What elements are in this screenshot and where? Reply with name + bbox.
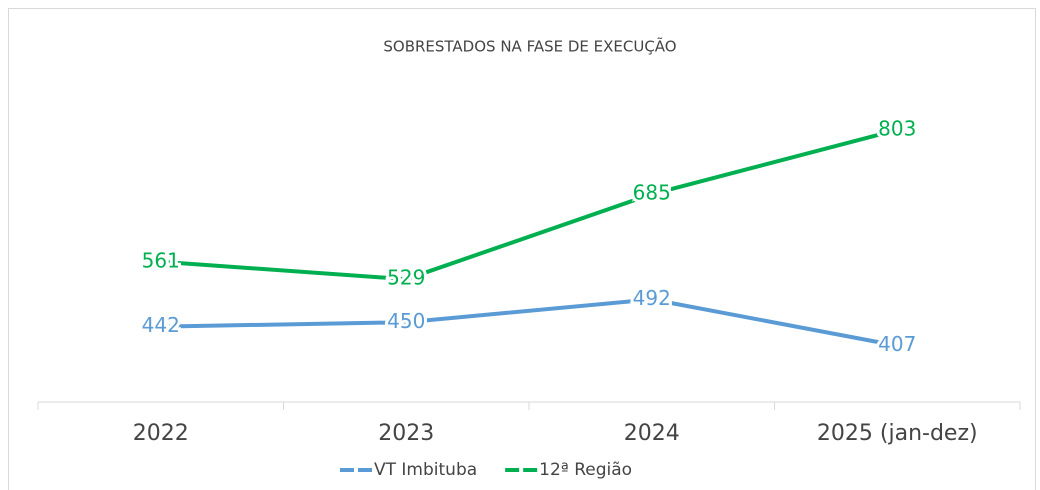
- chart-title: SOBRESTADOS NA FASE DE EXECUÇÃO: [383, 37, 676, 56]
- x-tick-label: 2025 (jan-dez): [817, 421, 978, 446]
- series-line: [160, 127, 898, 282]
- data-label: 442: [142, 313, 180, 337]
- data-label: 492: [633, 286, 671, 310]
- chart-frame: [8, 8, 1036, 490]
- legend-label: 12ª Região: [539, 460, 632, 480]
- x-tick-label: 2023: [378, 421, 434, 446]
- data-label: 529: [387, 266, 425, 290]
- x-tick-label: 2024: [624, 421, 680, 446]
- series-line: [160, 297, 898, 348]
- x-tick-label: 2022: [133, 421, 189, 446]
- data-label: 685: [633, 181, 671, 205]
- data-label: 407: [878, 332, 916, 356]
- data-label: 450: [387, 309, 425, 333]
- data-label: 561: [142, 248, 180, 272]
- data-label: 803: [878, 116, 916, 140]
- legend-label: VT Imbituba: [374, 460, 477, 480]
